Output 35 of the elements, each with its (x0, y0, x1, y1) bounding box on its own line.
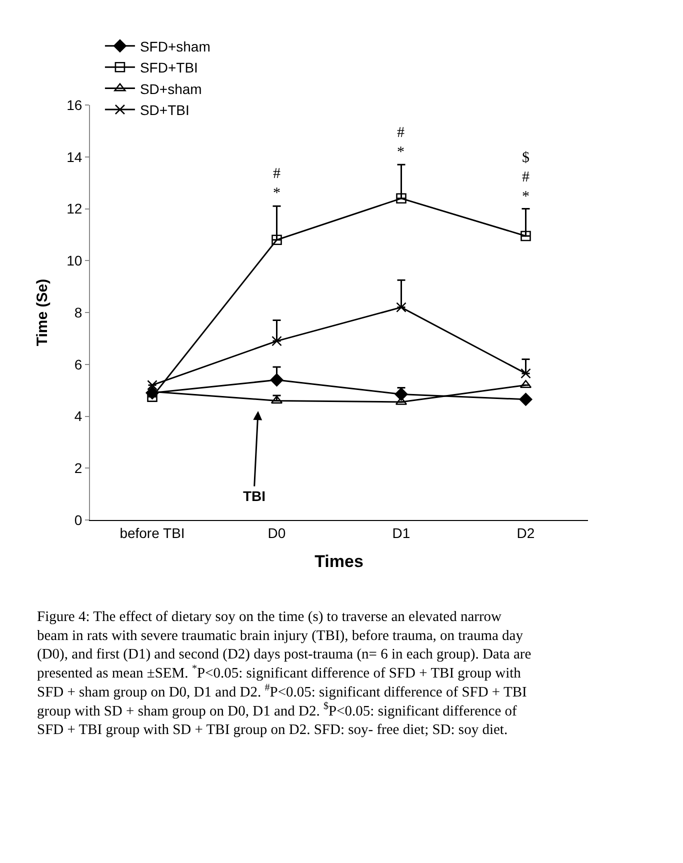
legend-label: SD+sham (140, 80, 202, 97)
y-tick-label: 4 (74, 408, 82, 424)
point (519, 392, 532, 406)
annotation: $ # * (522, 150, 530, 205)
point (147, 380, 158, 390)
point (394, 388, 408, 401)
legend-label: SD+TBI (140, 102, 190, 118)
point (270, 373, 284, 386)
x-tick-label: before TBI (120, 524, 185, 541)
point (520, 368, 531, 379)
point (272, 336, 282, 346)
x-tick-label: D1 (392, 524, 410, 541)
text: Figure 4: The effect of dietary soy on the time (s) to traverse an elevated narrow beam in rats with severe traumatic brain injury (TBI), before trauma, on trauma day (D0), and first (D1) and second (D2) days post-trauma (n= 6 in each group). Data are presented as mean ±SEM. $^{*}$P<0.05: significant difference of SFD + TBI group with SFD + sham group on D0, D1 and D2. $^{#}$P<0.05: significant difference of SFD + TBI group with SD + sham group on D0, D1 and D2. $^{$}$P<0.05: significant difference of SFD + TBI group with SD + TBI group on D2. SFD: soy- free diet; SD: soy diet. (37, 609, 532, 738)
y-tick-label: 6 (74, 356, 82, 372)
annotation: TBI (243, 488, 266, 504)
point (396, 193, 406, 204)
x-axis-title: Times (314, 552, 364, 572)
legend-label: SFD+sham (140, 38, 210, 54)
y-tick-label: 12 (66, 200, 82, 217)
y-tick-label: 16 (66, 96, 82, 113)
legend-label: SFD+TBI (140, 60, 198, 76)
point (520, 380, 532, 388)
y-tick-label: 10 (66, 252, 82, 269)
y-axis-title: Time (Se) (34, 278, 51, 346)
point (520, 230, 531, 242)
x-tick-label: D2 (516, 524, 535, 541)
annotation: # * (397, 125, 405, 160)
point (272, 234, 282, 246)
y-tick-label: 14 (66, 148, 82, 165)
y-tick-label: 2 (74, 460, 82, 476)
point (396, 302, 406, 312)
x-tick-label: D0 (268, 524, 286, 541)
y-tick-label: 8 (74, 304, 82, 320)
y-tick-label: 0 (74, 512, 82, 528)
annotation: # * (273, 166, 281, 202)
